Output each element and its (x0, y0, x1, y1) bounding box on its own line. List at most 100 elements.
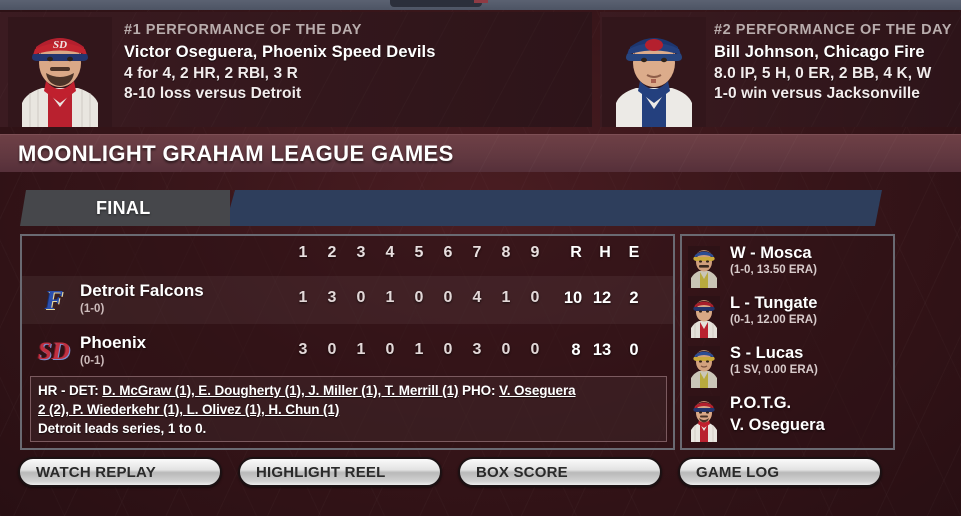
team-record: (1-0) (80, 303, 105, 315)
inning-value: 0 (443, 341, 453, 358)
hits-value: 13 (592, 341, 612, 359)
inning-value: 1 (501, 289, 511, 306)
runs-value: 8 (571, 341, 581, 359)
col-errors: E (628, 244, 640, 261)
col-inning-9: 9 (530, 244, 540, 261)
hr-pho-players[interactable]: V. Oseguera (499, 383, 576, 398)
decision-player-of-the-game[interactable]: P.O.T.G. V. Oseguera (688, 394, 893, 446)
decision-name: L - Tungate (730, 294, 818, 312)
inning-value: 0 (414, 289, 424, 306)
inning-value: 0 (501, 341, 511, 358)
decision-winning-pitcher[interactable]: W - Mosca (1-0, 13.50 ERA) (688, 244, 893, 292)
performance-panel-1[interactable]: SD #1 PERFORMANCE OF THE DAY Victor Oseg… (0, 12, 592, 127)
inning-value: 0 (530, 289, 540, 306)
league-title-bar: MOONLIGHT GRAHAM LEAGUE GAMES (0, 134, 961, 172)
inning-value: 1 (385, 289, 395, 306)
window-tab[interactable] (390, 0, 482, 7)
decision-detail: (0-1, 12.00 ERA) (730, 314, 817, 326)
col-inning-3: 3 (356, 244, 366, 261)
home-run-line-2: 2 (2), P. Wiederkehr (1), L. Olivez (1),… (38, 400, 659, 419)
col-inning-7: 7 (472, 244, 482, 261)
performance-statline-1: 4 for 4, 2 HR, 2 RBI, 3 R (124, 65, 298, 82)
inning-value: 1 (356, 341, 366, 358)
watch-replay-label: WATCH REPLAY (36, 463, 156, 481)
highlight-reel-button[interactable]: HIGHLIGHT REEL (238, 457, 442, 487)
hr-det-players[interactable]: D. McGraw (1), E. Dougherty (1), J. Mill… (102, 383, 459, 398)
pitcher-portrait-l (688, 296, 720, 338)
player-portrait-2 (602, 17, 706, 127)
potg-text: P.O.T.G. V. Oseguera (730, 394, 825, 435)
performance-panel-2[interactable]: #2 PERFORMANCE OF THE DAY Bill Johnson, … (600, 12, 961, 127)
potg-label: P.O.T.G. (730, 394, 792, 412)
decision-save-pitcher[interactable]: S - Lucas (1 SV, 0.00 ERA) (688, 344, 893, 392)
action-button-row: WATCH REPLAY HIGHLIGHT REEL BOX SCORE GA… (0, 457, 961, 489)
performance-player-2: Bill Johnson, Chicago Fire (714, 43, 925, 61)
decision-detail: (1 SV, 0.00 ERA) (730, 364, 818, 376)
svg-text:SD: SD (53, 39, 67, 51)
col-inning-1: 1 (298, 244, 308, 261)
highlight-reel-label: HIGHLIGHT REEL (256, 463, 386, 481)
errors-value: 0 (629, 341, 639, 359)
inning-value: 1 (414, 341, 424, 358)
hr-det-label: HR - DET: (38, 383, 99, 398)
decision-name: W - Mosca (730, 244, 812, 262)
performance-text-2: #2 PERFORMANCE OF THE DAY Bill Johnson, … (714, 22, 952, 105)
banner-blue-bar (225, 190, 882, 226)
window-tab-accent (474, 0, 488, 3)
inning-value: 3 (472, 341, 482, 358)
col-runs: R (570, 244, 582, 261)
performance-of-the-day-row: SD #1 PERFORMANCE OF THE DAY Victor Oseg… (0, 12, 961, 127)
box-score-button[interactable]: BOX SCORE (458, 457, 662, 487)
hr-pho-label: PHO: (462, 383, 496, 398)
line-score-panel: 1 2 3 4 5 6 7 8 9 R H E F Detroit Falcon… (20, 234, 675, 450)
inning-value: 0 (327, 341, 337, 358)
performance-kicker-2: #2 PERFORMANCE OF THE DAY (714, 22, 952, 38)
game-status-banner: FINAL (20, 190, 882, 226)
col-hits: H (599, 244, 611, 261)
inning-value: 3 (327, 289, 337, 306)
watch-replay-button[interactable]: WATCH REPLAY (18, 457, 222, 487)
inning-value: 0 (356, 289, 366, 306)
pitcher-portrait-w (688, 246, 720, 288)
decision-text-w: W - Mosca (1-0, 13.50 ERA) (730, 244, 817, 276)
performance-result-1: 8-10 loss versus Detroit (124, 85, 302, 102)
potg-player-name: V. Oseguera (730, 416, 825, 434)
banner-status-tab: FINAL (20, 190, 230, 226)
performance-result-2: 1-0 win versus Jacksonville (714, 85, 921, 102)
team-logo-icon: SD (38, 338, 70, 365)
table-row[interactable]: SD Phoenix (0-1) 3 0 1 0 1 0 3 0 0 8 13 … (22, 328, 673, 376)
col-inning-2: 2 (327, 244, 337, 261)
inning-value: 0 (385, 341, 395, 358)
performance-player-1: Victor Oseguera, Phoenix Speed Devils (124, 43, 436, 61)
game-log-button[interactable]: GAME LOG (678, 457, 882, 487)
hits-value: 12 (592, 289, 612, 307)
decision-losing-pitcher[interactable]: L - Tungate (0-1, 12.00 ERA) (688, 294, 893, 342)
potg-portrait (688, 396, 720, 442)
performance-kicker-1: #1 PERFORMANCE OF THE DAY (124, 22, 362, 38)
team-name: Phoenix (80, 333, 147, 352)
decision-name: S - Lucas (730, 344, 804, 362)
team-logo-icon: F (44, 284, 63, 315)
inning-value: 1 (298, 289, 308, 306)
team-record: (0-1) (80, 355, 105, 367)
col-inning-6: 6 (443, 244, 453, 261)
line-score-header: 1 2 3 4 5 6 7 8 9 R H E (22, 244, 673, 272)
decision-text-l: L - Tungate (0-1, 12.00 ERA) (730, 294, 817, 326)
pitcher-portrait-s (688, 346, 720, 388)
inning-value: 4 (472, 289, 482, 306)
inning-value: 0 (530, 341, 540, 358)
decision-text-s: S - Lucas (1 SV, 0.00 ERA) (730, 344, 818, 376)
col-inning-4: 4 (385, 244, 395, 261)
inning-value: 0 (443, 289, 453, 306)
team-name: Detroit Falcons (80, 281, 204, 300)
col-inning-8: 8 (501, 244, 511, 261)
game-notes: HR - DET: D. McGraw (1), E. Dougherty (1… (30, 376, 667, 442)
hr-pho-players-cont[interactable]: 2 (2), P. Wiederkehr (1), L. Olivez (1),… (38, 402, 340, 417)
game-status-label: FINAL (96, 197, 151, 218)
table-row[interactable]: F Detroit Falcons (1-0) 1 3 0 1 0 0 4 1 … (22, 276, 673, 324)
runs-value: 10 (563, 289, 583, 307)
home-run-line-1: HR - DET: D. McGraw (1), E. Dougherty (1… (38, 381, 659, 400)
performance-statline-2: 8.0 IP, 5 H, 0 ER, 2 BB, 4 K, W (714, 65, 932, 82)
inning-value: 3 (298, 341, 308, 358)
